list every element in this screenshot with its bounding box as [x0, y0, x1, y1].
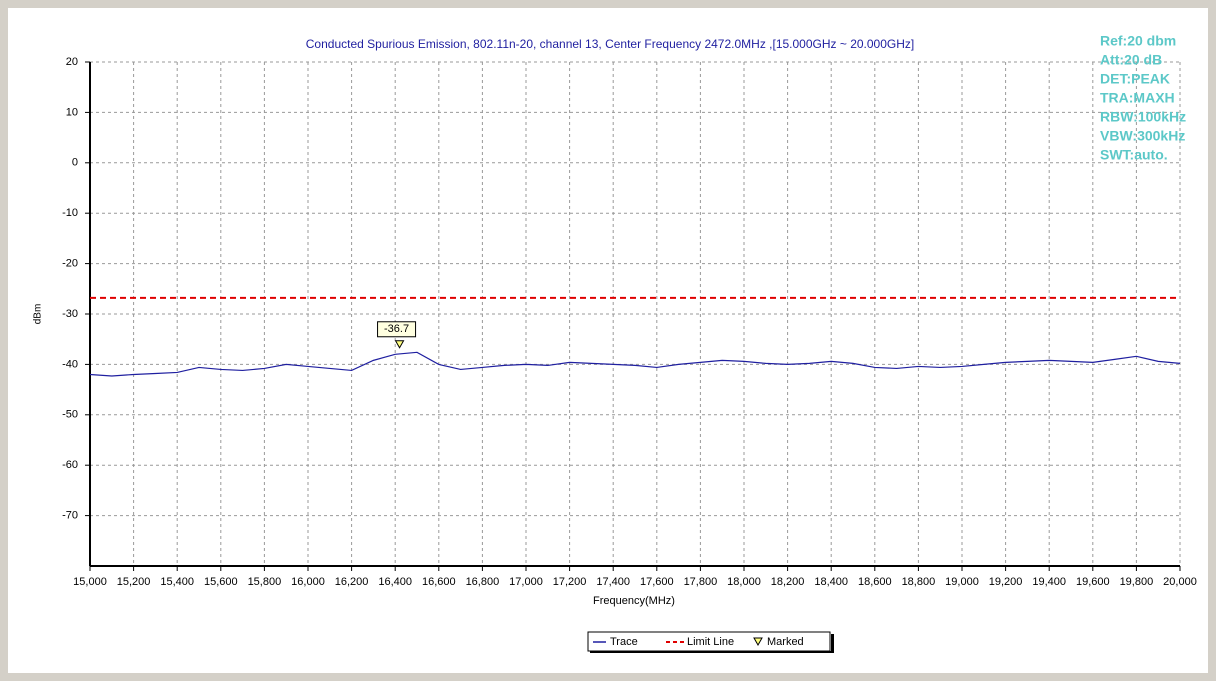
- y-axis-label: dBm: [33, 304, 44, 325]
- x-tick-label: 15,200: [117, 576, 151, 588]
- y-tick-label: -40: [62, 358, 78, 370]
- analyzer-setting: TRA:MAXH: [1100, 90, 1175, 106]
- legend-swatch: [753, 637, 763, 647]
- marker-label: -36.7: [384, 323, 409, 335]
- x-tick-label: 19,200: [989, 576, 1023, 588]
- analyzer-setting: Ref:20 dbm: [1100, 33, 1176, 49]
- analyzer-setting: VBW:300kHz: [1100, 128, 1185, 144]
- y-tick-label: 0: [72, 157, 78, 169]
- x-tick-label: 17,000: [509, 576, 543, 588]
- y-tick-label: -30: [62, 308, 78, 320]
- x-tick-label: 17,800: [684, 576, 718, 588]
- x-tick-label: 20,000: [1163, 576, 1197, 588]
- marker: [394, 340, 405, 349]
- x-tick-label: 17,600: [640, 576, 674, 588]
- y-tick-label: -50: [62, 409, 78, 421]
- x-tick-label: 18,800: [902, 576, 936, 588]
- x-tick-label: 16,600: [422, 576, 456, 588]
- x-tick-label: 16,400: [378, 576, 412, 588]
- x-tick-label: 18,600: [858, 576, 892, 588]
- x-axis-label: Frequency(MHz): [593, 595, 675, 607]
- x-tick-label: 15,000: [73, 576, 107, 588]
- analyzer-setting: RBW:100kHz: [1100, 109, 1186, 125]
- x-tick-label: 15,400: [160, 576, 194, 588]
- y-tick-label: -20: [62, 258, 78, 270]
- legend-shadow: [831, 634, 834, 653]
- y-tick-label: -10: [62, 207, 78, 219]
- x-tick-label: 18,200: [771, 576, 805, 588]
- x-tick-label: 17,400: [596, 576, 630, 588]
- legend-label: Marked: [767, 636, 804, 648]
- analyzer-setting: SWT:auto.: [1100, 147, 1168, 163]
- legend-shadow: [590, 651, 834, 653]
- analyzer-setting: DET:PEAK: [1100, 71, 1170, 87]
- trace-line: [89, 351, 1181, 377]
- x-tick-label: 19,000: [945, 576, 979, 588]
- analyzer-setting: Att:20 dB: [1100, 52, 1162, 68]
- x-tick-label: 15,600: [204, 576, 238, 588]
- x-tick-label: 16,800: [466, 576, 500, 588]
- x-tick-label: 19,800: [1120, 576, 1154, 588]
- marker-label-box: [377, 321, 417, 338]
- x-tick-label: 17,200: [553, 576, 587, 588]
- y-tick-label: -60: [62, 459, 78, 471]
- y-tick-label: 20: [66, 56, 78, 68]
- x-tick-label: 15,800: [248, 576, 282, 588]
- y-tick-label: -70: [62, 510, 78, 522]
- x-tick-label: 18,400: [814, 576, 848, 588]
- chart-title: Conducted Spurious Emission, 802.11n-20,…: [306, 37, 914, 51]
- y-tick-label: 10: [66, 106, 78, 118]
- x-tick-label: 18,000: [727, 576, 761, 588]
- x-tick-label: 19,400: [1032, 576, 1066, 588]
- x-tick-label: 16,000: [291, 576, 325, 588]
- panel: [8, 8, 1208, 673]
- legend-label: Limit Line: [687, 636, 734, 648]
- x-tick-label: 19,600: [1076, 576, 1110, 588]
- x-tick-label: 16,200: [335, 576, 369, 588]
- legend-label: Trace: [610, 636, 638, 648]
